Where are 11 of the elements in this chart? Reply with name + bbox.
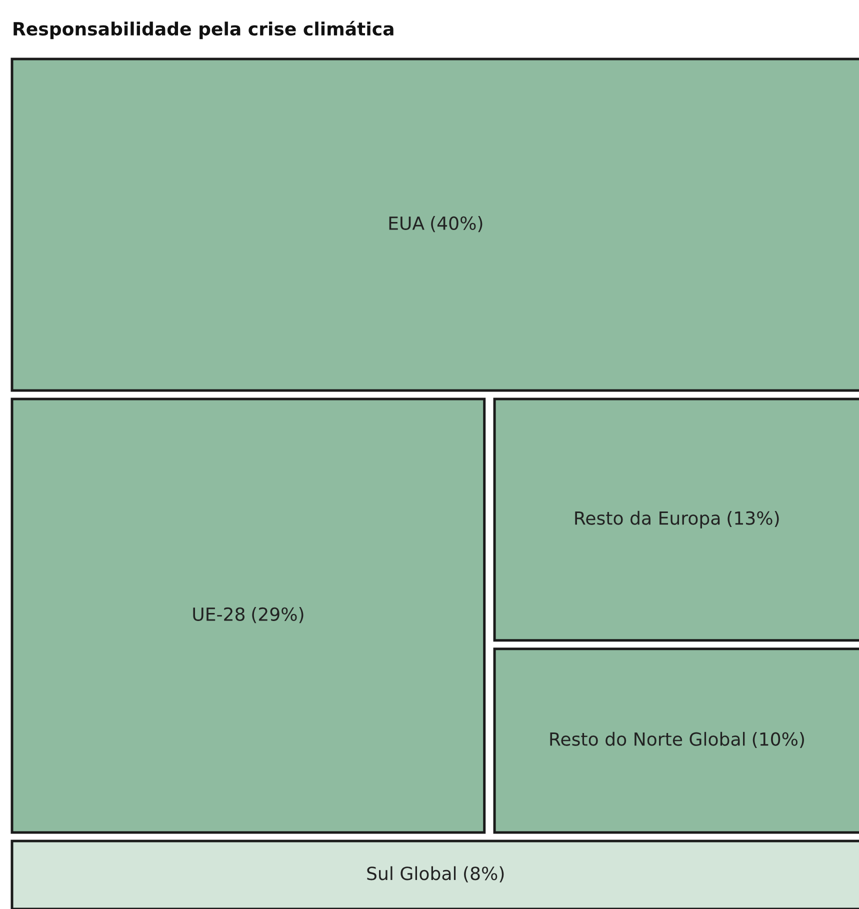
category-label: Resto da Europa <box>575 510 720 528</box>
data-label: (8%) <box>464 866 504 882</box>
category-label: UE-28 <box>193 607 245 621</box>
text: Responsabilidade pela crise climática <box>14 20 394 40</box>
category-label: Resto do Norte Global <box>550 732 745 746</box>
data-label: (13%) <box>728 510 779 528</box>
data-label: (29%) <box>252 607 304 624</box>
category-label: Sul Global <box>367 866 456 880</box>
data-label: (10%) <box>752 732 804 748</box>
data-label: (40%) <box>431 216 482 232</box>
category-label: EUA <box>389 216 424 230</box>
